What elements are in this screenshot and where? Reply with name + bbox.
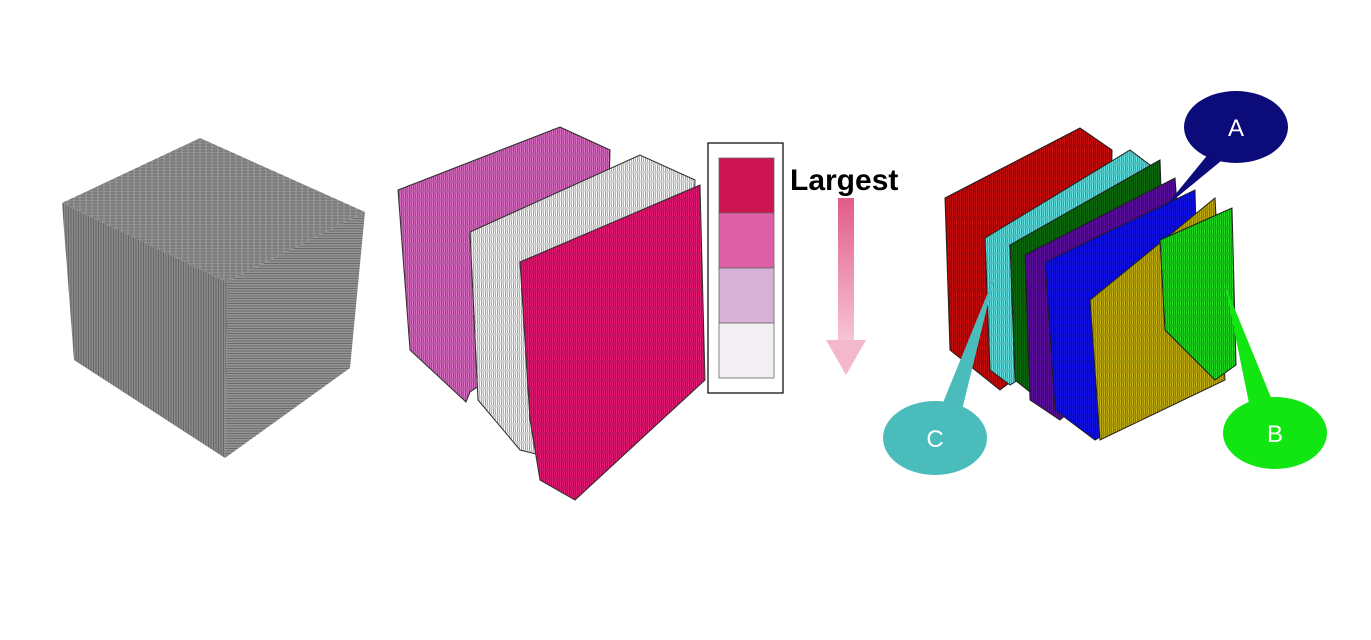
callout-B-pointer [1225,285,1272,408]
colored-segmentation [944,127,1237,441]
legend-swatch-1 [718,157,775,214]
colored-slab-7 [1159,207,1237,381]
pink-segmentation [397,126,706,501]
callout-A: A [1165,91,1288,207]
legend-swatch-4 [718,322,775,379]
callout-B: B [1223,285,1327,469]
colored-slab-7-fibers [1160,208,1236,380]
callout-C: C [883,275,995,475]
callout-A-pointer [1165,152,1232,207]
legend-swatch-2 [718,212,775,269]
callout-A-bubble [1184,91,1288,163]
size-legend: Largest [707,142,898,394]
down-arrow-icon [826,198,866,375]
cube-left-face [62,203,227,458]
pink-slab-3-fibers [520,185,705,500]
cube-top-face [62,138,365,282]
cube-right-face [225,212,365,458]
grayscale-volume [62,138,365,458]
pink-slab-3 [519,184,706,501]
callout-B-bubble [1223,397,1327,469]
callout-A-label: A [1228,115,1244,142]
callout-C-label: C [926,426,943,453]
callout-C-pointer [940,275,995,410]
callout-B-label: B [1267,421,1283,448]
legend-label: Largest [790,164,898,197]
legend-swatch-3 [718,267,775,324]
callout-C-bubble [883,401,987,475]
